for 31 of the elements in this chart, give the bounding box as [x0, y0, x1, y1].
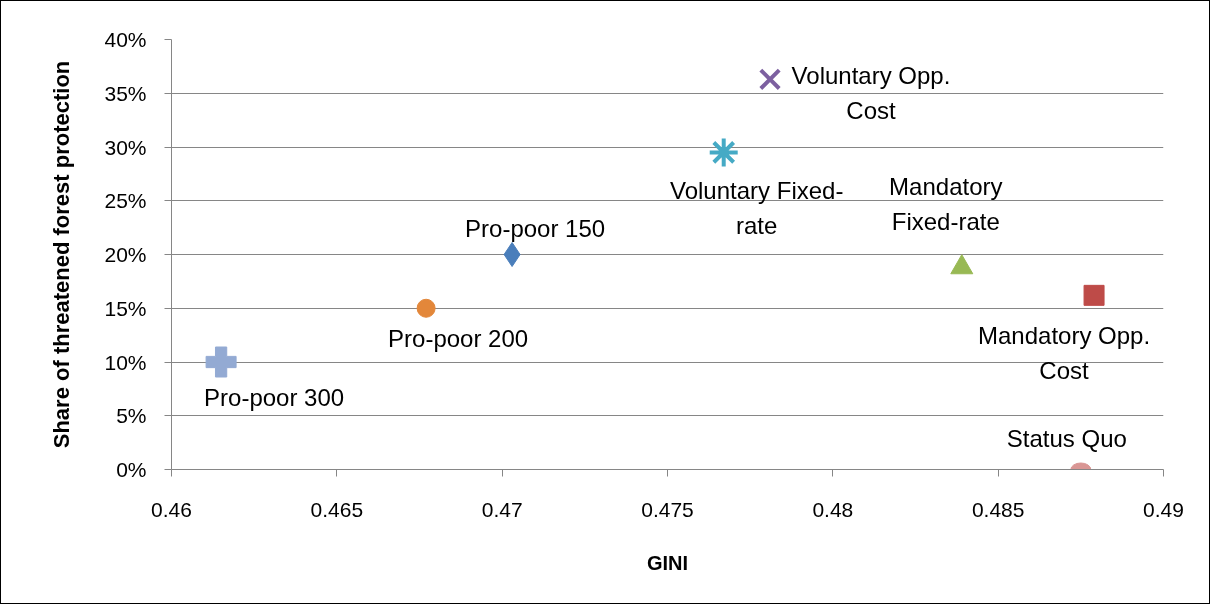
- y-axis-title: Share of threatened forest protection: [49, 60, 75, 449]
- point: [416, 298, 436, 318]
- x-tick-label: 0.46: [151, 497, 192, 521]
- y-tick-label: 35%: [104, 81, 147, 105]
- series-label: Pro-poor 300: [204, 383, 345, 411]
- x-axis-title: GINI: [646, 551, 689, 574]
- y-tick-label: 5%: [116, 404, 147, 428]
- y-tick-label: 0%: [116, 458, 147, 481]
- series-label: Pro-poor 200: [388, 324, 529, 352]
- y-tick-label: 30%: [104, 135, 147, 159]
- y-tick-label: 10%: [104, 350, 147, 374]
- text: Mandatory Opp. Cost: [978, 322, 1151, 385]
- y-tick-label: 25%: [104, 189, 147, 213]
- series-label: Voluntary Opp. Cost: [791, 62, 951, 125]
- series-label: Status Quo: [1006, 425, 1127, 452]
- y-tick-label: 15%: [104, 296, 147, 320]
- legend-label: Voluntary Fixed-rate: [670, 177, 844, 240]
- point: [205, 346, 237, 378]
- x-tick-label: 0.47: [481, 497, 523, 521]
- point: [758, 68, 782, 91]
- series-label: Pro-poor 150: [465, 215, 606, 242]
- y-tick-label: 20%: [104, 243, 147, 266]
- point: [1083, 284, 1105, 306]
- y-tick-label: 40%: [104, 28, 147, 51]
- point: [503, 242, 521, 267]
- series-label: Mandatory Fixed-rate: [889, 173, 1003, 236]
- x-tick-label: 0.465: [310, 497, 364, 521]
- x-tick-label: 0.475: [641, 497, 694, 521]
- x-tick-label: 0.48: [812, 497, 854, 521]
- x-tick-label: 0.49: [1143, 497, 1184, 521]
- x-tick-label: 0.485: [971, 497, 1025, 521]
